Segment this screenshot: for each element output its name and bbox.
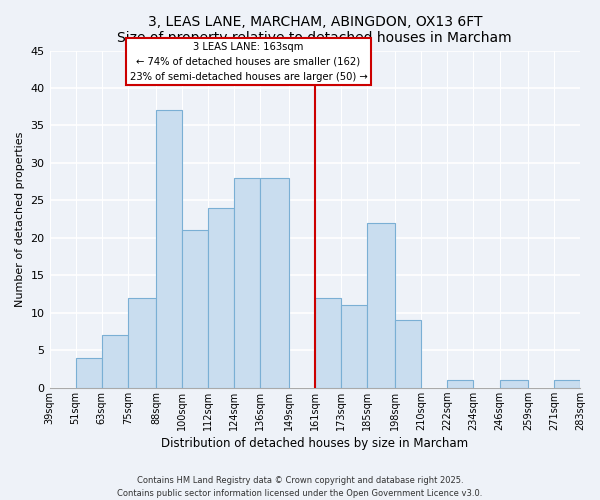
Bar [76, 358, 102, 388]
Bar [182, 230, 208, 388]
Bar [554, 380, 580, 388]
Text: Contains HM Land Registry data © Crown copyright and database right 2025.
Contai: Contains HM Land Registry data © Crown c… [118, 476, 482, 498]
Bar [448, 380, 473, 388]
Bar [208, 208, 235, 388]
Bar [260, 178, 289, 388]
Bar [315, 298, 341, 388]
Title: 3, LEAS LANE, MARCHAM, ABINGDON, OX13 6FT
Size of property relative to detached : 3, LEAS LANE, MARCHAM, ABINGDON, OX13 6F… [118, 15, 512, 45]
Bar [341, 306, 367, 388]
Bar [156, 110, 182, 388]
Bar [128, 298, 156, 388]
X-axis label: Distribution of detached houses by size in Marcham: Distribution of detached houses by size … [161, 437, 469, 450]
Bar [367, 223, 395, 388]
Text: 3 LEAS LANE: 163sqm
← 74% of detached houses are smaller (162)
23% of semi-detac: 3 LEAS LANE: 163sqm ← 74% of detached ho… [130, 42, 367, 82]
Bar [102, 336, 128, 388]
Bar [235, 178, 260, 388]
Y-axis label: Number of detached properties: Number of detached properties [15, 132, 25, 307]
Bar [500, 380, 528, 388]
Bar [395, 320, 421, 388]
